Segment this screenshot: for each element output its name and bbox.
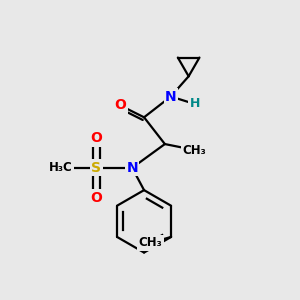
Text: H₃C: H₃C: [49, 161, 73, 174]
Text: CH₃: CH₃: [183, 143, 206, 157]
Text: N: N: [165, 89, 177, 103]
Text: O: O: [91, 190, 102, 205]
Text: H: H: [189, 98, 200, 110]
Text: N: N: [126, 161, 138, 175]
Text: O: O: [114, 98, 126, 112]
Text: CH₃: CH₃: [138, 236, 162, 249]
Text: S: S: [92, 161, 101, 175]
Text: O: O: [91, 131, 102, 145]
